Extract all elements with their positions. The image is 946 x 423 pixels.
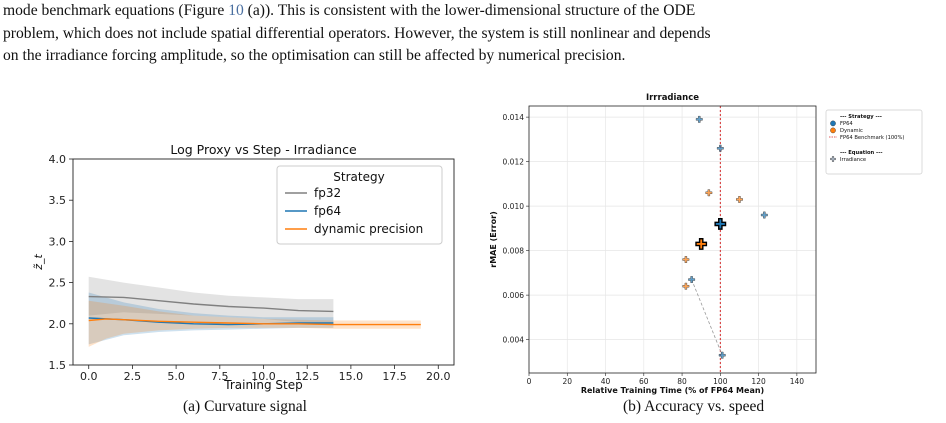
paragraph-line-2: problem, which does not include spatial … <box>3 24 711 42</box>
x-tick-label: 5.0 <box>167 370 185 383</box>
legend-marker-dynamic <box>830 127 836 134</box>
mean-point-dynamic <box>695 238 708 250</box>
legend-equation-label: Irradiance <box>840 157 866 163</box>
legend-box <box>825 109 923 175</box>
y-tick-label: 1.5 <box>49 359 67 372</box>
figure-ref-link[interactable]: 10 <box>228 2 244 19</box>
legend-box <box>276 165 443 245</box>
x-tick-label: 20 <box>562 377 572 386</box>
y-tick-label: 0.010 <box>503 202 525 211</box>
y-tick-label: 3.0 <box>49 235 67 248</box>
y-tick-label: 0.004 <box>503 336 525 345</box>
x-tick-label: 12.5 <box>295 370 320 383</box>
series-line-2 <box>88 318 421 326</box>
legend-title: Strategy <box>333 170 384 184</box>
x-tick-label: 2.5 <box>124 370 142 383</box>
y-tick-label: 4.0 <box>49 153 67 166</box>
x-tick-label: 40 <box>601 377 611 386</box>
legend-label-0: fp32 <box>314 186 341 200</box>
legend-label-2: dynamic precision <box>314 222 423 236</box>
chart-b-frame <box>528 105 817 374</box>
chart-a-title: Log Proxy vs Step - Irradiance <box>170 142 357 157</box>
point-dynamic <box>682 256 690 263</box>
x-tick-label: 0 <box>527 377 532 386</box>
y-tick-label: 2.5 <box>49 277 67 290</box>
x-tick-label: 140 <box>790 377 805 386</box>
body-paragraph: mode benchmark equations (Figure 10 (a))… <box>3 0 945 68</box>
x-tick-label: 60 <box>639 377 649 386</box>
accuracy-speed-chart: Irrradiance 0 20 40 60 80 100 120 140 0.004 0.006 0… <box>489 93 923 395</box>
legend-marker-fp64 <box>830 120 836 127</box>
x-tick-label: 15.0 <box>339 370 364 383</box>
caption-right: (b) Accuracy vs. speed <box>623 398 765 415</box>
y-tick-label: 0.008 <box>503 247 525 256</box>
x-tick-label: 80 <box>677 377 687 386</box>
connector-line <box>691 279 723 356</box>
y-tick-label: 3.5 <box>49 194 67 207</box>
legend-strategy-label: FP64 <box>840 121 853 127</box>
point-fp64 <box>688 276 696 283</box>
caption-left: (a) Curvature signal <box>183 398 307 415</box>
y-tick-label: 0.006 <box>503 291 525 300</box>
curvature-signal-chart: Log Proxy vs Step - Irradiance 0.0 2.5 5.0 7… <box>32 142 455 392</box>
x-tick-label: 10.0 <box>251 370 276 383</box>
point-dynamic <box>682 282 690 290</box>
y-tick-label: 0.014 <box>503 113 525 122</box>
point-fp64 <box>695 115 703 123</box>
legend-equation-header: --- Equation --- <box>840 150 883 156</box>
point-fp64 <box>716 144 724 152</box>
chart-b-ylabel: rMAE (Error) <box>489 211 498 267</box>
point-dynamic <box>705 189 713 197</box>
chart-b-title: Irrradiance <box>646 93 699 103</box>
chart-b-xlabel: Relative Training Time (% of FP64 Mean) <box>581 386 764 395</box>
band-0 <box>88 276 334 324</box>
legend-strategy-header: --- Strategy --- <box>840 114 882 120</box>
x-tick-label: 20.0 <box>426 370 451 383</box>
series-line-0 <box>88 295 334 313</box>
chart-a-ylabel: z̃_t <box>32 254 45 271</box>
x-tick-label: 0.0 <box>80 370 98 383</box>
legend-equation-marker <box>830 156 836 162</box>
legend-strategy-label: Dynamic <box>840 128 863 134</box>
point-fp64 <box>718 351 726 359</box>
x-tick-label: 7.5 <box>211 370 229 383</box>
paragraph-line-1-end: (a)). This is consistent with the lower-… <box>243 2 696 19</box>
y-tick-label: 2.0 <box>49 318 67 331</box>
x-tick-label: 100 <box>713 377 728 386</box>
x-tick-label: 120 <box>751 377 766 386</box>
paragraph-line-1: mode benchmark equations (Figure <box>3 2 229 19</box>
y-tick-label: 0.012 <box>503 158 525 167</box>
point-fp64 <box>760 211 768 219</box>
legend-label-1: fp64 <box>314 204 341 218</box>
chart-a-xlabel: Training Step <box>223 378 303 392</box>
x-tick-label: 17.5 <box>382 370 407 383</box>
legend-benchmark-label: FP64 Benchmark (100%) <box>840 135 904 141</box>
point-dynamic <box>736 196 743 203</box>
mean-point-fp64 <box>714 218 727 230</box>
band-1 <box>88 292 334 345</box>
paragraph-line-3: on the irradiance forcing amplitude, so … <box>3 47 626 64</box>
